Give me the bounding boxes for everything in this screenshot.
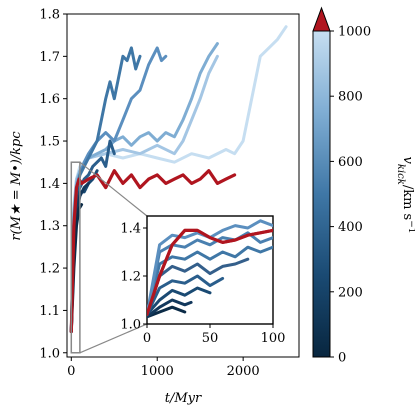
inset-series-line (147, 286, 212, 316)
inset-series-line (147, 305, 187, 319)
colorbar-label-sub: kick (396, 164, 407, 185)
colorbar-tick-label: 200 (338, 285, 363, 300)
x-tick-label: 1000 (141, 364, 174, 379)
inset-series-line (147, 274, 225, 316)
series-line-kick-0 (69, 169, 237, 334)
colorbar-extend-triangle (312, 6, 331, 32)
y-tick-label: 1.2 (39, 262, 60, 277)
colorbar-tick-label: 1000 (338, 25, 371, 40)
inset-x-tick-label: 0 (143, 331, 151, 346)
inset-axes: 0 50 100 1.0 1.2 1.4 (120, 222, 285, 347)
colorbar-tick-label: 800 (338, 90, 363, 105)
y-tick-label: 1.5 (39, 135, 60, 150)
colorbar-label-sup: −1 (406, 220, 415, 233)
colorbar (312, 30, 331, 358)
y-tick-label: 1.7 (39, 50, 60, 65)
y-tick-label: 1.8 (39, 8, 60, 23)
inset-y-tick-label: 1.0 (120, 318, 141, 333)
y-tick-label: 1.3 (39, 219, 60, 234)
colorbar-label: vkick/km s−1 (396, 157, 415, 234)
colorbar-tick-label: 600 (338, 155, 363, 170)
colorbar-label-units: /km s (400, 185, 415, 220)
x-tick-label: 0 (67, 364, 75, 379)
colorbar-label-main: v (400, 157, 415, 165)
y-tick-label: 1.1 (39, 304, 60, 319)
main-series-group (69, 25, 288, 334)
inset-series-line (147, 298, 193, 319)
colorbar-tick-label: 0 (338, 351, 346, 366)
y-tick-label: 1.6 (39, 92, 60, 107)
inset-x-tick-label: 50 (202, 331, 219, 346)
series-line-kick-900 (69, 25, 288, 334)
inset-y-tick-label: 1.4 (120, 222, 141, 237)
x-tick-label: 2000 (227, 364, 260, 379)
zoom-connector-bottom (79, 323, 148, 354)
inset-y-tick-label: 1.2 (120, 270, 141, 285)
zoom-connector-top (79, 161, 148, 217)
colorbar-tick-label: 400 (338, 220, 363, 235)
inset-series-line-no-kick (147, 228, 273, 316)
x-axis-label: t/Myr (165, 391, 202, 406)
y-tick-label: 1.4 (39, 177, 60, 192)
zoom-box (70, 161, 81, 354)
inset-series-group (147, 219, 273, 319)
y-tick-label: 1.0 (39, 346, 60, 361)
main-axes: 0 1000 2000 1.0 1.1 1.2 1.3 1.4 1.5 1.6 1.7 1.8 (39, 8, 259, 380)
inset-series-line (147, 257, 250, 316)
colorbar-ticks: 0 200 400 600 800 1000 (330, 25, 371, 366)
y-axis-label: r(M★ = M•)/kpc (9, 131, 24, 241)
inset-x-tick-label: 100 (261, 331, 286, 346)
